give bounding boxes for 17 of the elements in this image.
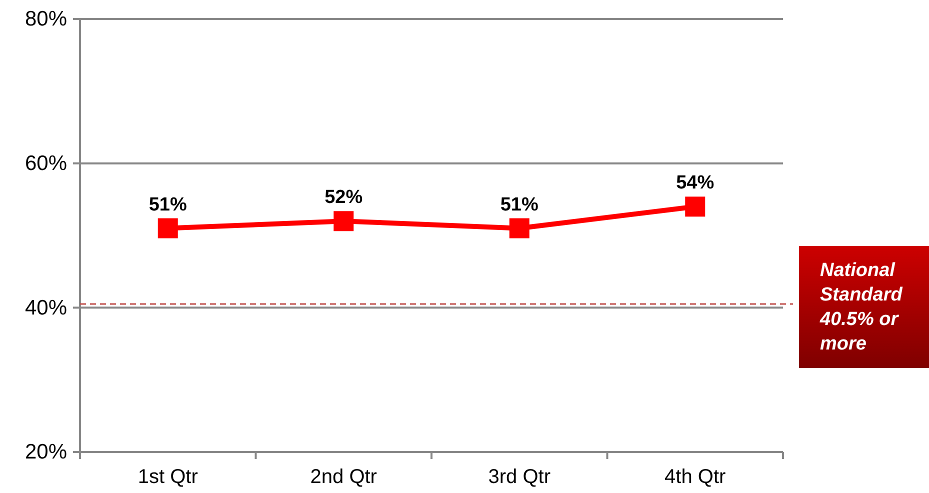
- point: [334, 211, 354, 232]
- data-label: 51%: [148, 194, 187, 216]
- point: [158, 218, 178, 238]
- y-tick-label: 60%: [24, 152, 67, 176]
- data-label: 52%: [324, 187, 363, 208]
- x-tick-label: 3rd Qtr: [488, 466, 551, 488]
- y-tick-label: 40%: [24, 296, 67, 320]
- x-tick-label: 4th Qtr: [664, 466, 726, 488]
- point: [509, 218, 530, 238]
- data-label: 51%: [500, 194, 538, 216]
- y-tick-label: 80%: [24, 8, 67, 31]
- point: [685, 196, 706, 217]
- x-tick-label: 1st Qtr: [138, 466, 198, 488]
- data-label: 54%: [676, 172, 714, 194]
- ref-line-label: National Standard 40.5% or more: [819, 260, 903, 355]
- y-tick-label: 20%: [24, 440, 67, 464]
- x-tick-label: 2nd Qtr: [310, 466, 378, 488]
